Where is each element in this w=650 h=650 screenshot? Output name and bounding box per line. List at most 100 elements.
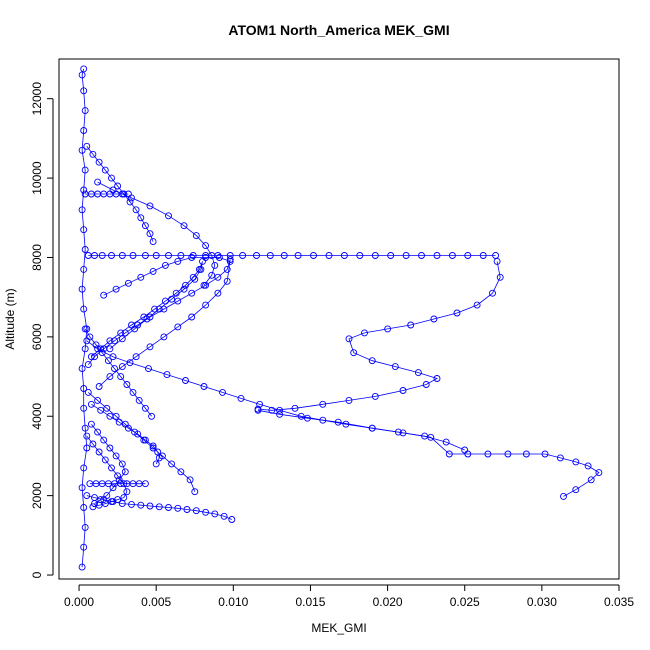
data-point xyxy=(132,353,140,361)
data-point xyxy=(192,232,200,240)
data-point xyxy=(80,65,88,73)
data-point xyxy=(148,412,156,420)
data-point xyxy=(266,252,274,259)
y-axis-label: Altitude (m) xyxy=(3,288,17,349)
data-point xyxy=(80,404,88,412)
series-line xyxy=(88,392,196,492)
data-point xyxy=(132,206,140,214)
data-point xyxy=(294,252,302,259)
x-tick-label: 0.025 xyxy=(450,595,480,609)
data-point xyxy=(126,359,134,367)
series-line xyxy=(91,261,203,358)
data-point xyxy=(86,333,94,341)
series-line xyxy=(257,261,501,411)
data-point xyxy=(202,254,210,261)
data-point xyxy=(177,468,185,476)
x-tick-label: 0.020 xyxy=(373,595,403,609)
series-line xyxy=(84,328,152,417)
data-point xyxy=(124,190,132,198)
data-point xyxy=(556,454,564,462)
data-point xyxy=(103,492,111,500)
data-point xyxy=(111,365,118,373)
data-point xyxy=(123,381,131,388)
data-point xyxy=(168,295,176,303)
data-point xyxy=(106,373,114,381)
data-point xyxy=(101,500,109,508)
series-line xyxy=(91,423,126,504)
data-point xyxy=(197,265,205,273)
data-point xyxy=(137,214,145,222)
data-point xyxy=(80,305,88,313)
data-point xyxy=(391,363,399,371)
x-tick-label: 0.030 xyxy=(527,595,557,609)
data-point xyxy=(80,87,88,95)
data-point xyxy=(200,383,208,390)
data-point xyxy=(118,252,126,259)
data-point xyxy=(115,476,123,484)
data-point xyxy=(402,252,410,259)
data-point xyxy=(489,289,496,297)
data-point xyxy=(394,428,402,436)
series-15 xyxy=(81,325,156,420)
data-point xyxy=(214,273,222,281)
data-point xyxy=(453,309,461,317)
data-point xyxy=(121,420,129,428)
data-point xyxy=(433,252,441,259)
data-point xyxy=(146,502,154,510)
data-point xyxy=(414,369,422,377)
data-point xyxy=(161,261,169,269)
data-point xyxy=(83,444,91,452)
data-point xyxy=(78,285,86,293)
series-5 xyxy=(87,257,206,361)
data-point xyxy=(89,150,97,158)
data-point xyxy=(80,186,88,194)
data-point xyxy=(78,146,86,154)
data-point xyxy=(473,301,481,309)
data-point xyxy=(123,488,131,496)
data-point xyxy=(172,289,180,297)
data-point xyxy=(183,506,191,513)
data-point xyxy=(430,315,438,323)
data-point xyxy=(560,492,567,500)
data-point xyxy=(223,277,231,285)
data-point xyxy=(168,460,176,468)
data-point xyxy=(129,388,137,396)
data-point xyxy=(78,563,86,571)
y-tick-label: 4000 xyxy=(30,403,44,430)
data-point xyxy=(345,335,353,343)
data-point xyxy=(137,501,145,509)
data-point xyxy=(94,178,102,186)
x-axis-label: MEK_GMI xyxy=(311,621,366,635)
x-axis: 0.000 0.005 0.010 0.015 0.020 0.025 0.030 0.035 xyxy=(64,584,634,609)
data-point xyxy=(253,252,260,259)
x-tick-label: 0.000 xyxy=(64,595,94,609)
data-point xyxy=(94,428,102,436)
data-point xyxy=(368,424,376,432)
data-point xyxy=(155,503,163,511)
data-point xyxy=(145,365,152,373)
data-point xyxy=(109,353,117,361)
data-point xyxy=(91,252,98,259)
series-line xyxy=(81,68,88,568)
data-point xyxy=(371,392,379,400)
data-point xyxy=(135,396,143,404)
data-point xyxy=(297,412,305,420)
data-point xyxy=(80,464,88,472)
data-point xyxy=(108,498,115,506)
data-point xyxy=(87,400,95,408)
data-point xyxy=(98,252,106,259)
data-point xyxy=(191,488,199,496)
data-point xyxy=(95,501,103,509)
series-2 xyxy=(84,252,500,259)
data-point xyxy=(158,452,166,460)
data-point xyxy=(141,222,149,230)
data-point xyxy=(149,238,157,246)
data-point xyxy=(276,410,284,418)
data-point xyxy=(95,383,103,390)
data-point xyxy=(165,252,172,259)
data-point xyxy=(237,394,245,402)
series-line xyxy=(86,435,128,508)
data-point xyxy=(80,385,88,392)
series-line xyxy=(91,403,160,465)
data-point xyxy=(94,396,102,404)
